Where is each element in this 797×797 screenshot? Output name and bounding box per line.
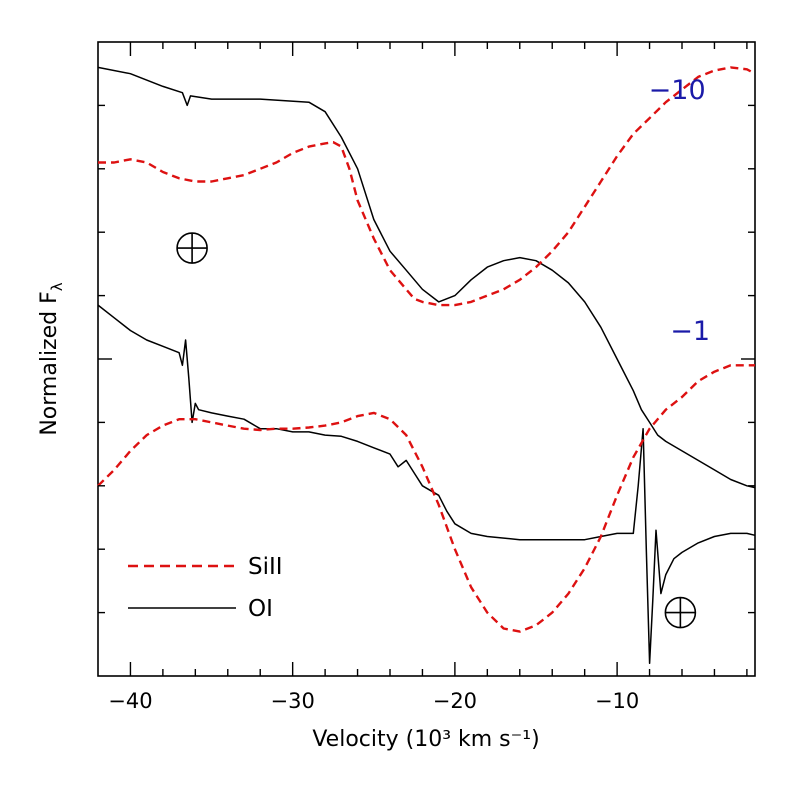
legend-label-siii: SiII	[248, 554, 283, 580]
x-tick-label: −30	[271, 689, 315, 713]
telluric-earth-icon	[176, 232, 208, 264]
y-axis-label-group: Normalized Fλ	[37, 282, 66, 435]
series-layer	[97, 66, 756, 665]
legend: SiII OI	[128, 554, 283, 622]
plot-frame	[97, 41, 756, 677]
x-tick-labels: −40 −30 −20 −10	[108, 689, 639, 713]
y-axis-label-subscript: λ	[48, 282, 66, 291]
legend-label-oi: OI	[248, 596, 273, 622]
series-line-oi-day-minus-10	[97, 66, 756, 489]
x-tick-label: −40	[108, 689, 152, 713]
tick-marks	[98, 42, 755, 676]
y-axis-label-main: Normalized F	[37, 291, 62, 435]
telluric-earth-icon	[664, 596, 697, 629]
y-axis-label: Normalized Fλ	[37, 282, 66, 435]
series-line-siii-day-minus-10	[98, 66, 756, 307]
epoch-label: −1	[670, 316, 710, 347]
x-tick-label: −20	[433, 689, 477, 713]
x-axis-label: Velocity (10³ km s⁻¹)	[312, 727, 539, 752]
x-tick-label: −10	[595, 689, 639, 713]
series-line-siii-day-minus-1	[97, 364, 755, 633]
epoch-label: −10	[649, 75, 706, 106]
series-line-oi-day-minus-1	[97, 304, 756, 665]
